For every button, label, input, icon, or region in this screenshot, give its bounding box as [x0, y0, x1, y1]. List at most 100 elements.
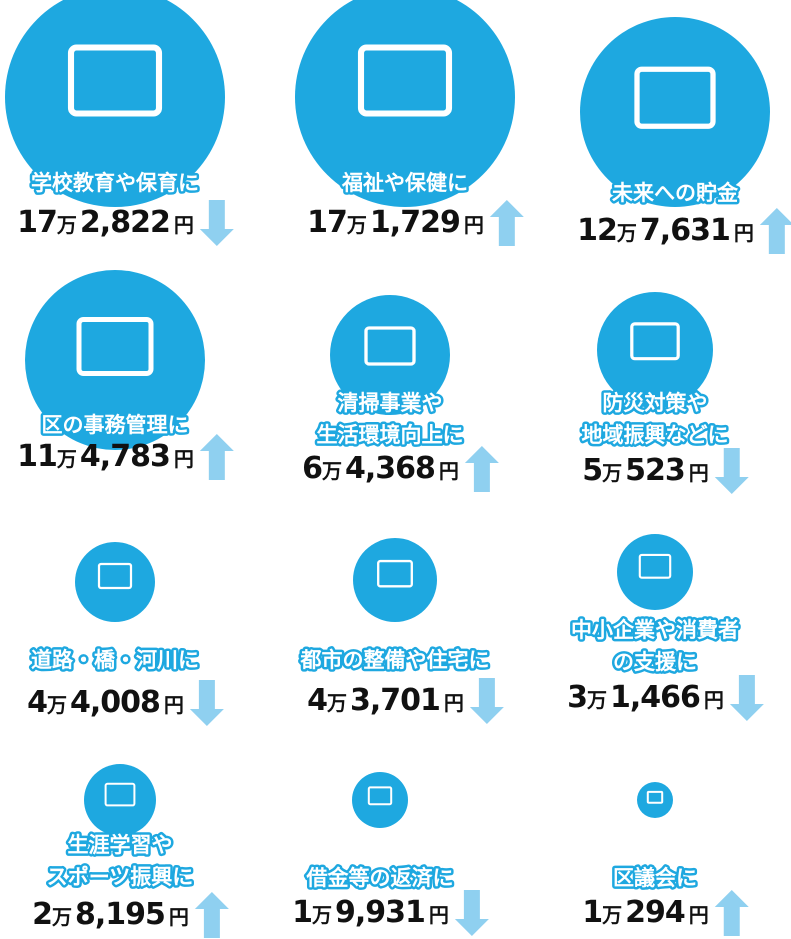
arrow-up: [759, 208, 791, 254]
amount-man: 2: [32, 897, 52, 932]
item-icon: [357, 44, 453, 117]
item: 福祉や保健に 17万 1,729 円: [295, 0, 524, 246]
item-circle: [353, 538, 437, 622]
amount-rest: 2,822: [80, 205, 170, 240]
unit-yen: 円: [164, 693, 183, 717]
amount-man: 4: [27, 685, 47, 720]
item-label: 都市の整備や住宅に: [300, 648, 490, 672]
item-icon: [67, 44, 163, 117]
item-circle: [25, 270, 205, 450]
unit-yen: 円: [689, 903, 708, 927]
item-amount: 17万 1,729 円: [307, 205, 483, 240]
unit-man: 万: [321, 459, 342, 483]
amount-man: 17: [307, 205, 347, 240]
arrow-down: [199, 200, 234, 246]
item-amount: 1万 294 円: [582, 895, 708, 930]
arrow-down: [189, 680, 224, 726]
unit-man: 万: [311, 903, 332, 927]
arrow-down: [454, 890, 489, 936]
item-circle: [352, 772, 408, 828]
item-label: 防災対策や: [603, 391, 708, 415]
unit-man: 万: [616, 221, 637, 245]
item-label: 生活環境向上に: [317, 423, 464, 447]
item-circle: [5, 0, 225, 207]
amount-man: 3: [567, 680, 587, 715]
amount-man: 17: [17, 205, 57, 240]
unit-yen: 円: [704, 688, 723, 712]
amount-rest: 294: [625, 895, 685, 930]
amount-rest: 4,783: [80, 439, 170, 474]
unit-yen: 円: [464, 213, 483, 237]
unit-man: 万: [601, 903, 622, 927]
item-label: 借金等の返済に: [306, 866, 454, 890]
unit-yen: 円: [444, 691, 463, 715]
unit-yen: 円: [429, 903, 448, 927]
item-amount: 1万 9,931 円: [292, 895, 448, 930]
unit-man: 万: [46, 693, 67, 717]
arrow-up: [199, 434, 234, 480]
unit-yen: 円: [734, 221, 753, 245]
arrow-up: [489, 200, 524, 246]
item-circle: [637, 782, 673, 818]
arrow-up: [714, 890, 749, 936]
unit-yen: 円: [689, 461, 708, 485]
item-amount: 12万 7,631 円: [577, 213, 753, 248]
amount-man: 12: [577, 213, 617, 248]
amount-man: 6: [302, 451, 322, 486]
arrow-down: [714, 448, 749, 494]
item-icon: [76, 317, 154, 376]
amount-man: 4: [307, 683, 327, 718]
item-icon: [630, 322, 680, 361]
item-label: 生涯学習や: [68, 833, 173, 857]
unit-man: 万: [56, 213, 77, 237]
amount-rest: 7,631: [640, 213, 730, 248]
unit-yen: 円: [169, 905, 188, 929]
item-amount: 11万 4,783 円: [17, 439, 193, 474]
item-amount: 17万 2,822 円: [17, 205, 193, 240]
amount-rest: 4,368: [345, 451, 435, 486]
amount-man: 1: [292, 895, 312, 930]
item-amount: 4万 3,701 円: [307, 683, 463, 718]
item-label: 区の事務管理に: [42, 413, 189, 437]
item: 借金等の返済に 1万 9,931 円: [292, 772, 489, 936]
item-circle: [597, 292, 713, 408]
amount-rest: 8,195: [75, 897, 165, 932]
item: 都市の整備や住宅に 4万 3,701 円: [297, 538, 504, 724]
item-icon: [367, 786, 393, 806]
item-circle: [617, 534, 693, 610]
amount-man: 11: [17, 439, 57, 474]
item-label: 清掃事業や: [338, 391, 443, 415]
item-label: 中小企業や消費者: [571, 618, 739, 642]
unit-yen: 円: [174, 447, 193, 471]
unit-man: 万: [586, 688, 607, 712]
amount-rest: 1,466: [610, 680, 700, 715]
arrow-up: [464, 446, 499, 492]
item-icon: [97, 562, 133, 590]
unit-yen: 円: [174, 213, 193, 237]
item-amount: 4万 4,008 円: [27, 685, 183, 720]
amount-rest: 523: [625, 453, 685, 488]
item-icon: [638, 553, 672, 579]
item-amount: 6万 4,368 円: [302, 451, 458, 486]
item-circle: [75, 542, 155, 622]
item-circle: [580, 17, 770, 207]
item: 区議会に 1万 294 円: [582, 782, 749, 936]
arrow-down: [729, 675, 764, 721]
unit-man: 万: [601, 461, 622, 485]
item-icon: [377, 559, 413, 588]
unit-yen: 円: [439, 459, 458, 483]
item-label: 区議会に: [613, 866, 697, 890]
amount-rest: 3,701: [350, 683, 440, 718]
item-label: の支援に: [613, 650, 697, 674]
item: 道路・橋・河川に 4万 4,008 円: [27, 542, 224, 726]
arrow-up: [194, 892, 229, 938]
item-amount: 5万 523 円: [582, 453, 708, 488]
item-icon: [646, 790, 664, 804]
item-amount: 3万 1,466 円: [567, 680, 723, 715]
item-label: 未来への貯金: [612, 181, 739, 205]
